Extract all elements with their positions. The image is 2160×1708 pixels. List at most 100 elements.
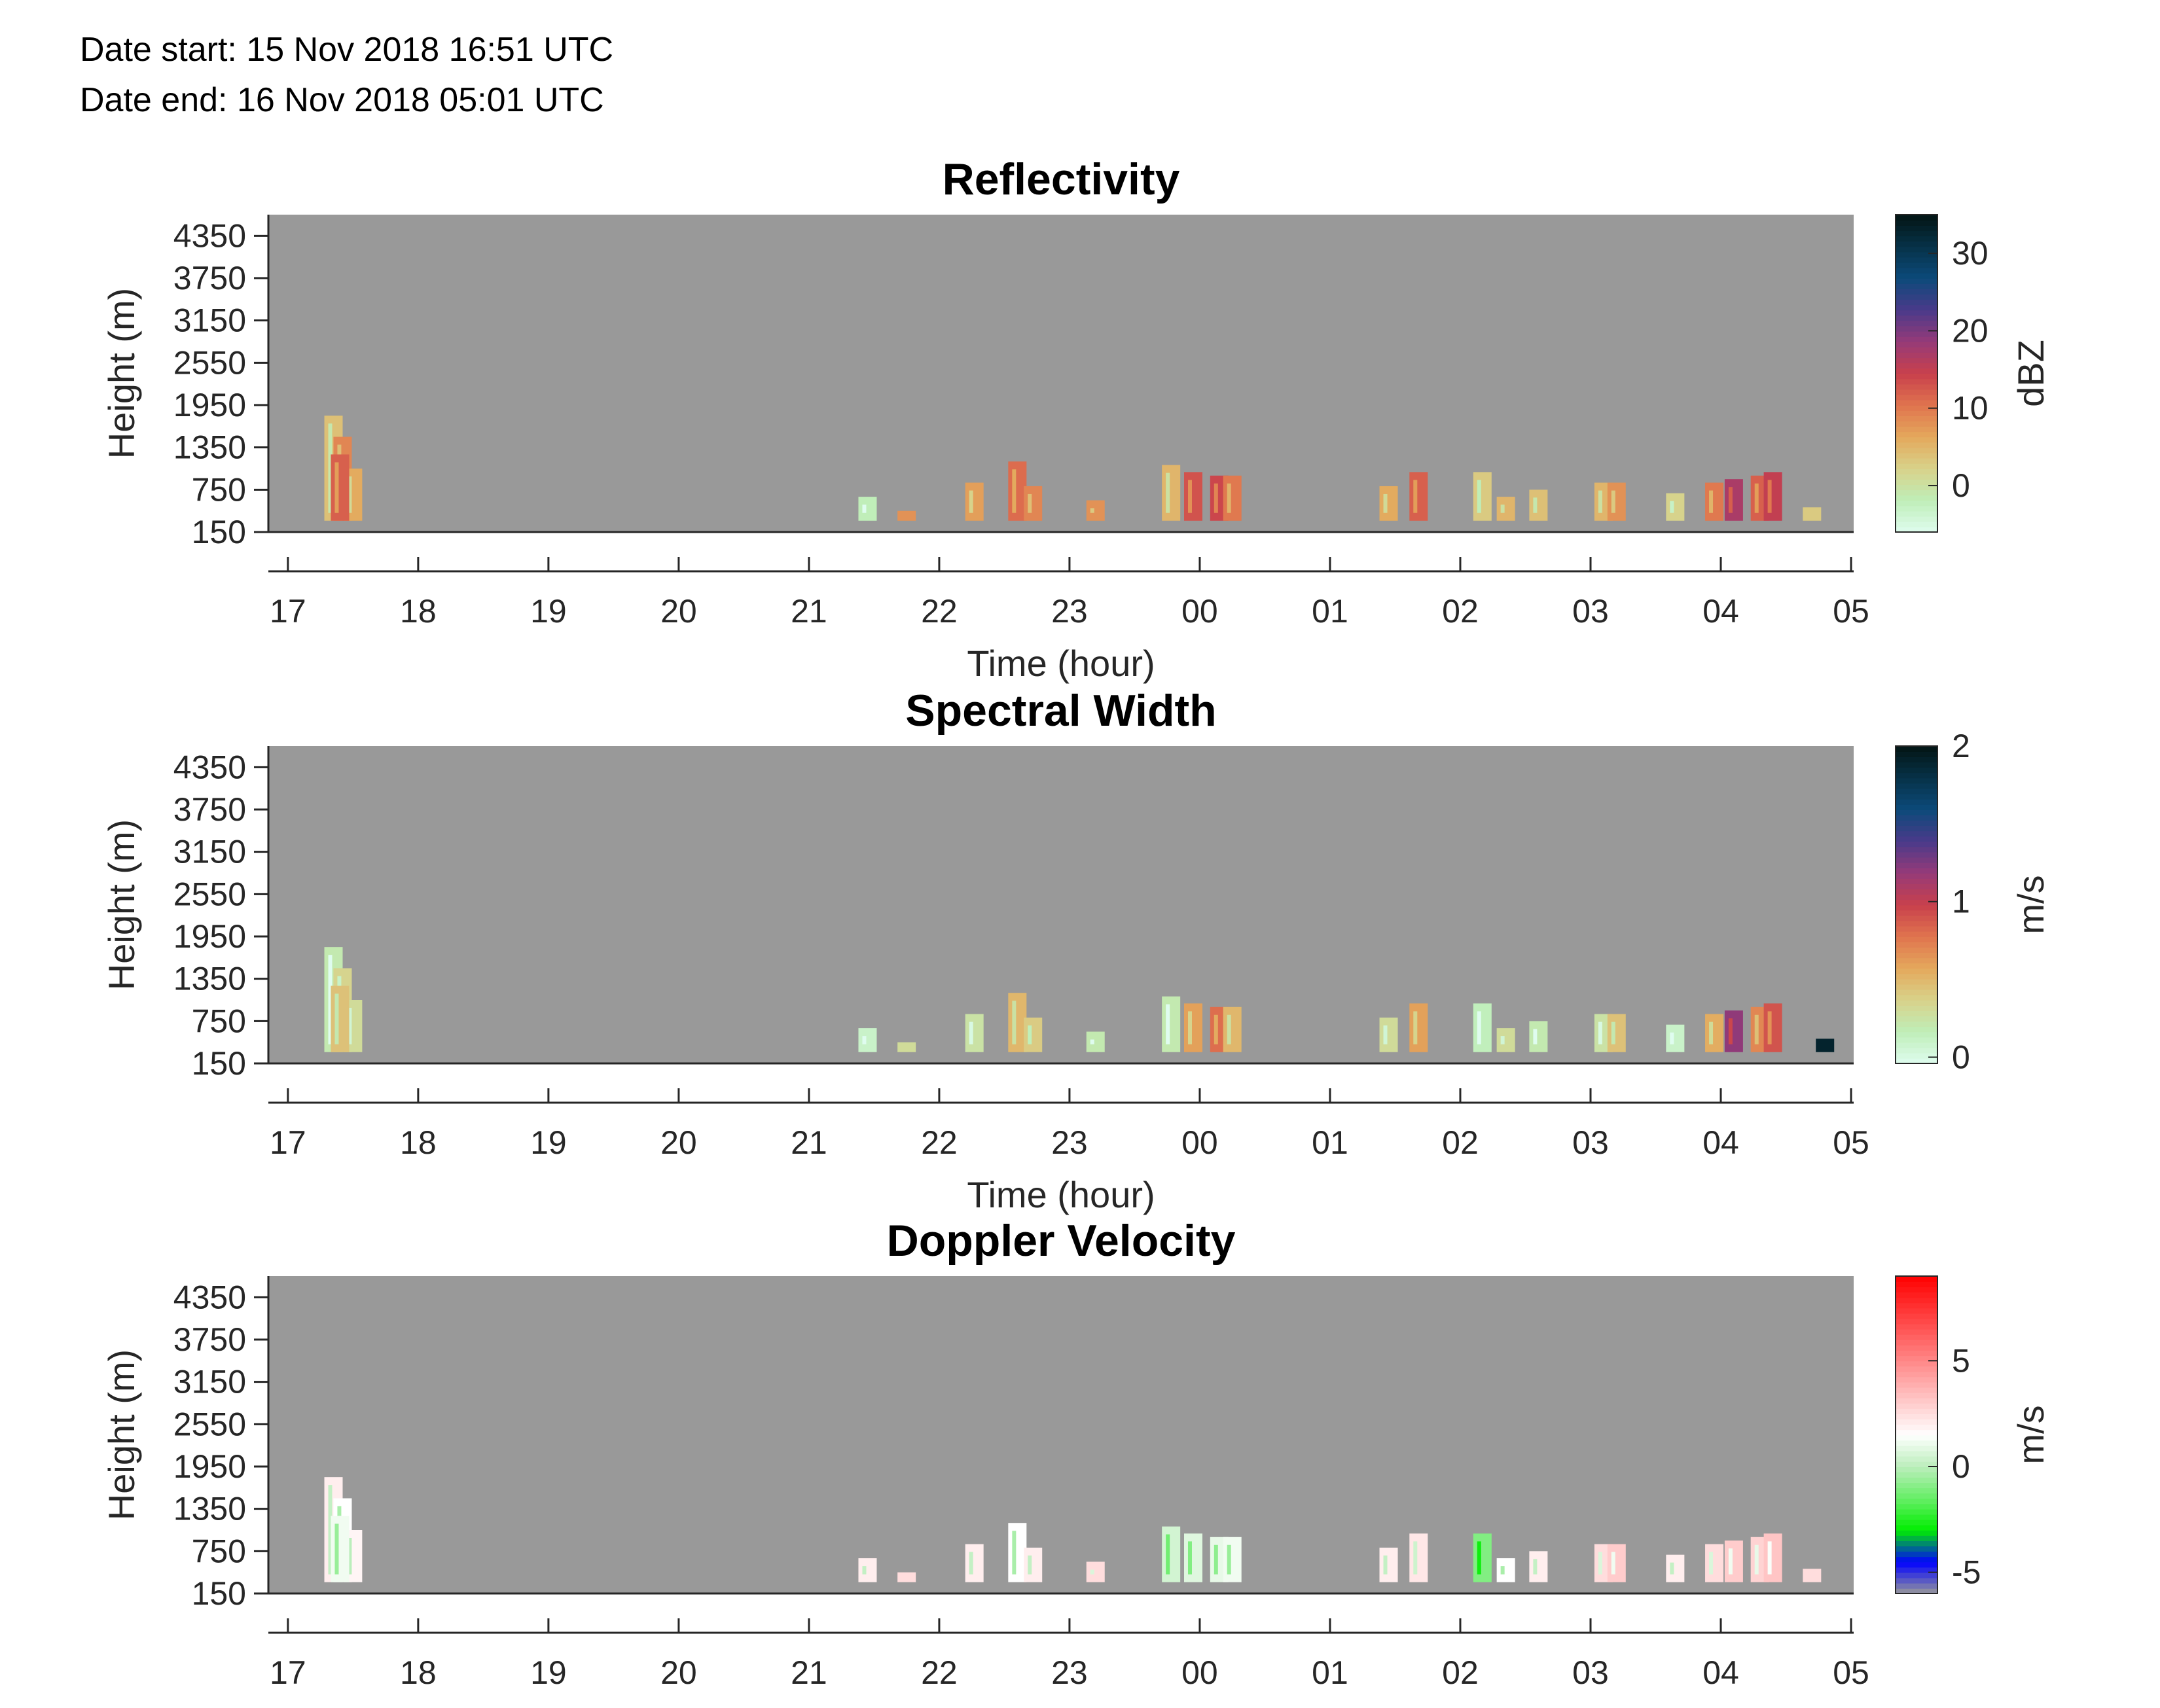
colorbar-segment bbox=[1896, 1572, 1937, 1578]
colorbar-segment bbox=[1896, 220, 1937, 226]
colorbar-segment bbox=[1896, 1392, 1937, 1398]
colorbar-segment bbox=[1896, 883, 1937, 890]
colorbar-segment bbox=[1896, 1514, 1937, 1520]
colorbar-segment bbox=[1896, 1530, 1937, 1536]
colorbar-segment bbox=[1896, 394, 1937, 400]
colorbar-segment bbox=[1896, 746, 1937, 752]
data-cell-streak bbox=[1767, 1541, 1772, 1575]
x-tick-label: 22 bbox=[921, 1654, 958, 1691]
colorbar-segment bbox=[1896, 230, 1937, 237]
panel-title: Doppler Velocity bbox=[887, 1216, 1236, 1266]
colorbar-segment bbox=[1896, 325, 1937, 332]
data-cell bbox=[1529, 1551, 1548, 1582]
colorbar-segment bbox=[1896, 1419, 1937, 1425]
colorbar-segment bbox=[1896, 1503, 1937, 1510]
data-cell-streak bbox=[1028, 1555, 1032, 1575]
colorbar-tick-label: 30 bbox=[1952, 235, 1989, 272]
data-cell-streak bbox=[1670, 1562, 1674, 1575]
data-cell-streak bbox=[1728, 1548, 1733, 1575]
data-cell-streak bbox=[1227, 483, 1231, 513]
colorbar-segment bbox=[1896, 1334, 1937, 1340]
colorbar-segment bbox=[1896, 841, 1937, 847]
colorbar-segment bbox=[1896, 1371, 1937, 1378]
data-cell bbox=[331, 1516, 350, 1582]
data-cell-streak bbox=[969, 490, 973, 513]
data-cell-streak bbox=[1500, 1036, 1505, 1044]
colorbar-segment bbox=[1896, 225, 1937, 232]
colorbar-segment bbox=[1896, 352, 1937, 359]
colorbar-segment bbox=[1896, 1403, 1937, 1409]
y-tick-label: 1950 bbox=[173, 387, 246, 423]
data-cell bbox=[1086, 1561, 1105, 1582]
y-tick-label: 1350 bbox=[173, 961, 246, 997]
x-tick-label: 02 bbox=[1442, 1124, 1479, 1161]
colorbar-tick-label: 0 bbox=[1952, 467, 1970, 504]
data-cell-streak bbox=[862, 505, 867, 513]
y-axis-label: Height (m) bbox=[101, 819, 142, 990]
colorbar-segment bbox=[1896, 978, 1937, 985]
data-cell bbox=[1705, 482, 1724, 521]
y-tick-label: 750 bbox=[192, 1003, 246, 1039]
data-cell-streak bbox=[1611, 490, 1615, 513]
data-cell-streak bbox=[1500, 1566, 1505, 1575]
colorbar-segment bbox=[1896, 968, 1937, 974]
data-cell-streak bbox=[1598, 1022, 1602, 1044]
colorbar-segment bbox=[1896, 1058, 1937, 1064]
colorbar-segment bbox=[1896, 1508, 1937, 1515]
colorbar-segment bbox=[1896, 500, 1937, 507]
colorbar-segment bbox=[1896, 1021, 1937, 1027]
panel-1: Spectral Width 150 750 1350 1950 2550 3150 3750… bbox=[101, 686, 2051, 1215]
colorbar-segment bbox=[1896, 1482, 1937, 1489]
data-cell bbox=[1529, 489, 1548, 521]
y-tick-label: 1350 bbox=[173, 429, 246, 466]
colorbar-segment bbox=[1896, 867, 1937, 874]
data-cell bbox=[1024, 1017, 1043, 1052]
data-cell-streak bbox=[348, 476, 352, 513]
data-cell bbox=[1816, 1039, 1835, 1052]
colorbar-segment bbox=[1896, 1567, 1937, 1573]
data-cell-streak bbox=[1413, 1011, 1418, 1044]
data-cell-streak bbox=[334, 993, 339, 1044]
data-cell-streak bbox=[1477, 1541, 1481, 1575]
colorbar-segment bbox=[1896, 889, 1937, 895]
colorbar-tick-label: 5 bbox=[1952, 1342, 1970, 1379]
colorbar-segment bbox=[1896, 751, 1937, 757]
colorbar-segment bbox=[1896, 1345, 1937, 1351]
colorbar-segment bbox=[1896, 994, 1937, 1001]
colorbar-segment bbox=[1896, 526, 1937, 533]
y-tick-label: 150 bbox=[192, 1045, 246, 1082]
x-tick-label: 20 bbox=[660, 1654, 697, 1691]
colorbar-segment bbox=[1896, 1016, 1937, 1022]
x-tick-label: 04 bbox=[1702, 1654, 1739, 1691]
colorbar-segment bbox=[1896, 1350, 1937, 1357]
data-cell bbox=[1008, 993, 1027, 1052]
y-tick-label: 3750 bbox=[173, 1321, 246, 1358]
y-tick-label: 3750 bbox=[173, 260, 246, 296]
plot-area bbox=[268, 746, 1854, 1063]
colorbar-segment bbox=[1896, 389, 1937, 395]
data-cell bbox=[1763, 472, 1782, 521]
data-cell bbox=[858, 1558, 877, 1582]
colorbar-segment bbox=[1896, 330, 1937, 337]
y-tick-label: 4350 bbox=[173, 749, 246, 785]
colorbar-segment bbox=[1896, 246, 1937, 253]
data-cell bbox=[1183, 472, 1202, 521]
colorbar-segment bbox=[1896, 878, 1937, 884]
data-cell-streak bbox=[862, 1036, 867, 1044]
colorbar-segment bbox=[1896, 1302, 1937, 1309]
colorbar-segment bbox=[1896, 1323, 1937, 1330]
data-cell-streak bbox=[1767, 480, 1772, 513]
data-cell bbox=[965, 1014, 984, 1052]
data-cell-streak bbox=[1028, 493, 1032, 513]
data-cell bbox=[1496, 1028, 1515, 1052]
x-tick-label: 00 bbox=[1181, 593, 1218, 630]
colorbar-segment bbox=[1896, 383, 1937, 390]
colorbar-segment bbox=[1896, 399, 1937, 406]
colorbar-segment bbox=[1896, 1582, 1937, 1589]
colorbar-segment bbox=[1896, 447, 1937, 454]
date-start-label: Date start: 15 Nov 2018 16:51 UTC bbox=[80, 31, 613, 69]
x-tick-label: 21 bbox=[791, 1654, 827, 1691]
colorbar-segment bbox=[1896, 336, 1937, 342]
data-cell bbox=[1803, 1569, 1822, 1582]
x-tick-label: 20 bbox=[660, 593, 697, 630]
